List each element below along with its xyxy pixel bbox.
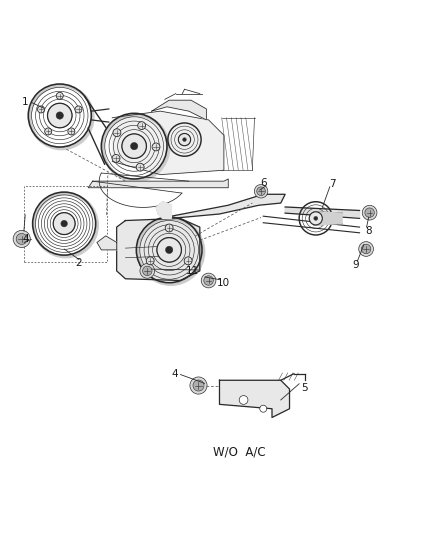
Polygon shape [117, 219, 199, 280]
Circle shape [56, 92, 63, 99]
Circle shape [165, 246, 173, 254]
Circle shape [45, 128, 52, 135]
Text: 5: 5 [300, 383, 307, 393]
Polygon shape [219, 380, 289, 417]
Circle shape [47, 103, 72, 128]
Circle shape [239, 395, 247, 405]
Circle shape [193, 380, 204, 391]
Text: W/O  A/C: W/O A/C [212, 446, 265, 459]
Polygon shape [97, 236, 117, 250]
Circle shape [165, 224, 173, 232]
Text: 1: 1 [21, 98, 28, 107]
Circle shape [68, 128, 74, 135]
Text: 11: 11 [185, 266, 198, 276]
Circle shape [184, 257, 191, 265]
Circle shape [13, 230, 30, 247]
Circle shape [360, 244, 370, 254]
Polygon shape [112, 111, 223, 175]
Circle shape [16, 233, 27, 245]
Text: 4: 4 [171, 369, 178, 379]
Polygon shape [285, 207, 359, 216]
Circle shape [112, 155, 120, 163]
Circle shape [259, 405, 266, 412]
Circle shape [254, 184, 267, 198]
Polygon shape [151, 100, 206, 120]
Circle shape [156, 238, 181, 262]
Circle shape [203, 276, 213, 285]
Text: 8: 8 [364, 225, 371, 236]
Circle shape [113, 129, 120, 136]
Circle shape [56, 112, 64, 119]
Circle shape [358, 241, 373, 256]
Polygon shape [171, 195, 285, 219]
Circle shape [361, 205, 376, 220]
Circle shape [178, 133, 190, 146]
Circle shape [61, 220, 67, 227]
Text: 10: 10 [216, 278, 229, 288]
Circle shape [130, 142, 138, 150]
Circle shape [136, 163, 144, 171]
Circle shape [38, 106, 44, 113]
Circle shape [53, 213, 75, 235]
Text: 6: 6 [259, 179, 266, 188]
Text: 9: 9 [352, 260, 359, 270]
Circle shape [256, 187, 265, 196]
Circle shape [140, 263, 154, 278]
Polygon shape [88, 179, 228, 188]
Circle shape [182, 138, 186, 141]
Text: 7: 7 [328, 179, 335, 189]
Text: 4: 4 [23, 235, 29, 244]
Circle shape [138, 122, 145, 130]
Circle shape [146, 257, 154, 265]
Polygon shape [313, 212, 341, 225]
Text: 2: 2 [75, 258, 82, 268]
Circle shape [308, 212, 321, 225]
Circle shape [313, 216, 317, 220]
Circle shape [142, 266, 152, 276]
Circle shape [190, 377, 207, 394]
Circle shape [201, 273, 215, 288]
Circle shape [364, 208, 374, 217]
Circle shape [152, 143, 159, 151]
Circle shape [122, 134, 146, 158]
Polygon shape [155, 201, 171, 219]
Circle shape [75, 106, 82, 113]
